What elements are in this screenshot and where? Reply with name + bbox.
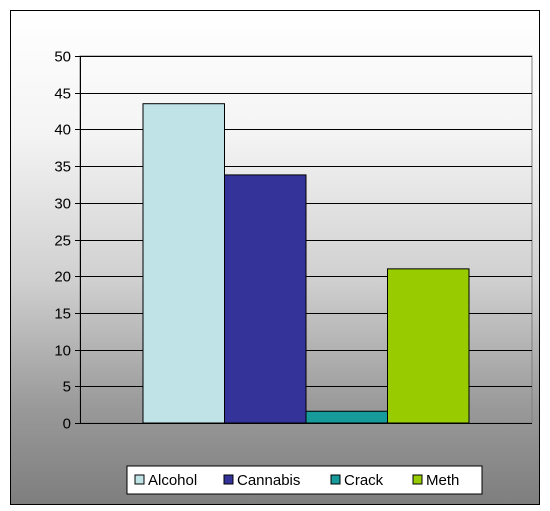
legend-swatch-meth: [412, 474, 423, 485]
y-tick-label: 40: [54, 122, 71, 139]
legend-box: [126, 465, 483, 495]
y-tick-label: 20: [54, 269, 71, 286]
legend-swatch-cannabis: [223, 474, 234, 485]
y-tick-label: 10: [54, 343, 71, 360]
y-tick-label: 15: [54, 306, 71, 323]
y-tick-label: 5: [63, 379, 71, 396]
legend-swatch-alcohol: [134, 474, 145, 485]
y-tick-label: 45: [54, 86, 71, 103]
y-tick-label: 50: [54, 49, 71, 66]
y-tick-label: 30: [54, 196, 71, 213]
y-tick-label: 35: [54, 159, 71, 176]
legend: Alcohol Cannabis Crack Meth: [126, 465, 483, 495]
legend-label-alcohol: Alcohol: [148, 472, 197, 489]
axes: 0 5 10 15 20 25 30 35 40 45 50: [54, 49, 532, 433]
bars: [142, 103, 470, 424]
bar-alcohol: [142, 103, 225, 424]
y-tick-label: 0: [63, 416, 71, 433]
bar-cannabis: [224, 174, 307, 424]
legend-swatch-crack: [330, 474, 341, 485]
y-tick-label: 25: [54, 233, 71, 250]
legend-label-meth: Meth: [426, 472, 459, 489]
bar-meth: [387, 268, 470, 424]
legend-label-cannabis: Cannabis: [237, 472, 300, 489]
bar-crack: [305, 410, 388, 424]
legend-label-crack: Crack: [344, 472, 384, 489]
